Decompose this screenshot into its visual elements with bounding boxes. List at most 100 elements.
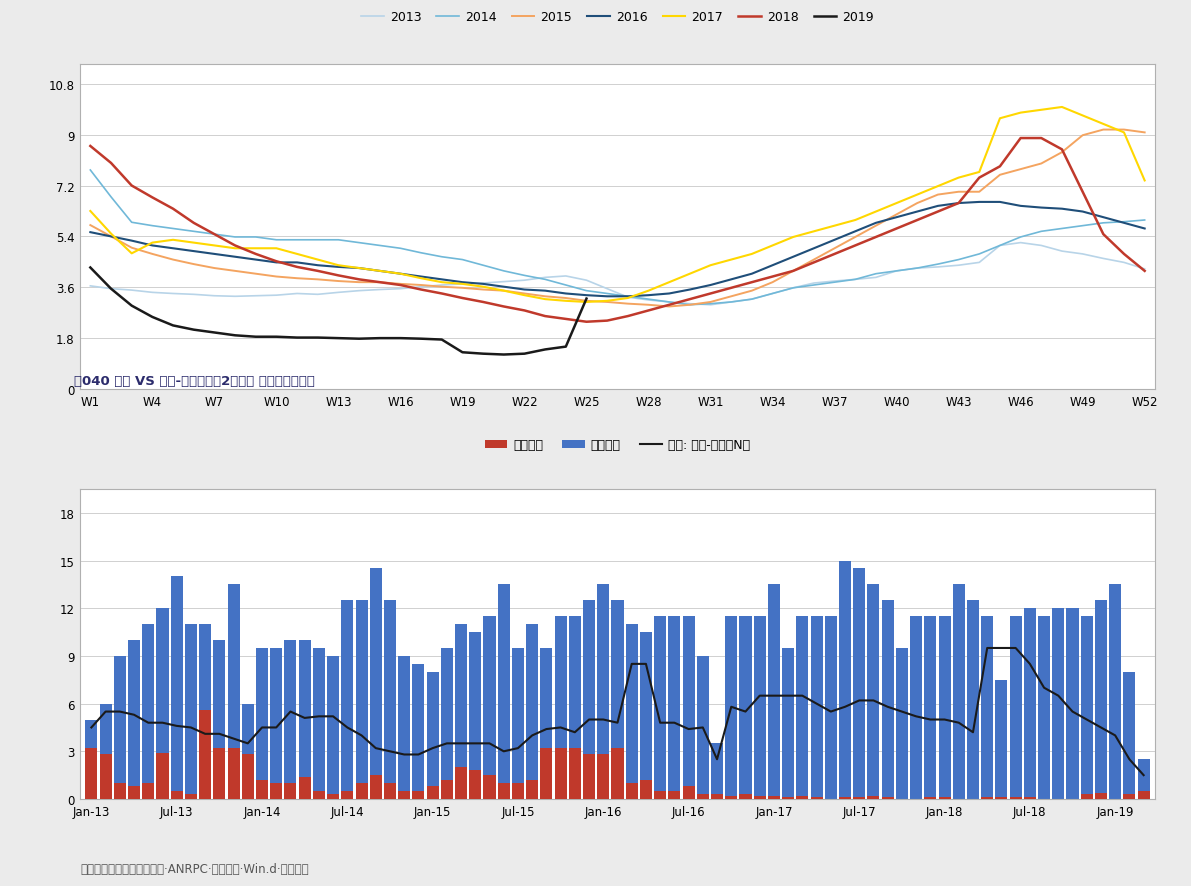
2018 bbox=[662, 300, 676, 311]
Bar bbox=[285, 783, 297, 799]
Bar bbox=[369, 775, 382, 799]
Bar bbox=[299, 641, 311, 799]
2016 bbox=[744, 269, 759, 280]
Bar bbox=[484, 775, 495, 799]
库存: 小计-期货（N）: (6, 4.6): 小计-期货（N）: (6, 4.6) bbox=[169, 720, 183, 731]
库存: 小计-期货（N）: (58, 5.2): 小计-期货（N）: (58, 5.2) bbox=[909, 711, 923, 722]
Bar bbox=[811, 797, 823, 799]
Bar bbox=[625, 625, 637, 799]
Bar bbox=[185, 795, 197, 799]
2013 bbox=[1014, 238, 1028, 249]
2018 bbox=[1137, 267, 1152, 277]
Bar bbox=[114, 783, 126, 799]
2017 bbox=[600, 296, 615, 307]
2014 bbox=[786, 284, 800, 294]
2019 bbox=[497, 350, 511, 361]
Bar bbox=[526, 780, 538, 799]
Bar bbox=[526, 625, 538, 799]
2014 bbox=[1075, 222, 1090, 232]
Bar bbox=[867, 796, 879, 799]
2014 bbox=[1137, 215, 1152, 226]
2014 bbox=[744, 294, 759, 305]
2019 bbox=[104, 284, 118, 295]
Line: 2014: 2014 bbox=[91, 171, 1145, 306]
2015 bbox=[744, 286, 759, 297]
Bar bbox=[725, 796, 737, 799]
2017 bbox=[662, 277, 676, 288]
Bar bbox=[569, 749, 581, 799]
2019 bbox=[187, 325, 201, 336]
Bar bbox=[484, 617, 495, 799]
Bar bbox=[682, 787, 694, 799]
库存: 小计-期货（N）: (63, 9.5): 小计-期货（N）: (63, 9.5) bbox=[980, 643, 994, 654]
Bar bbox=[1123, 672, 1135, 799]
Bar bbox=[384, 783, 397, 799]
2018 bbox=[744, 277, 759, 288]
Bar bbox=[156, 753, 168, 799]
2013 bbox=[166, 289, 180, 299]
Bar bbox=[1053, 609, 1065, 799]
Bar bbox=[967, 601, 979, 799]
Bar bbox=[996, 680, 1008, 799]
Bar bbox=[640, 780, 651, 799]
Bar bbox=[853, 797, 866, 799]
2017 bbox=[455, 279, 469, 290]
Bar bbox=[441, 780, 453, 799]
2013 bbox=[642, 295, 656, 306]
2016 bbox=[786, 253, 800, 263]
2013 bbox=[744, 294, 759, 305]
Bar bbox=[711, 743, 723, 799]
2013 bbox=[1137, 264, 1152, 275]
2019 bbox=[145, 312, 160, 323]
Line: 2017: 2017 bbox=[91, 108, 1145, 303]
2013 bbox=[83, 281, 98, 291]
2016 bbox=[455, 277, 469, 288]
Bar bbox=[668, 617, 680, 799]
2018 bbox=[83, 142, 98, 152]
2019 bbox=[435, 335, 449, 346]
Bar bbox=[170, 577, 182, 799]
2016 bbox=[662, 289, 676, 299]
Bar bbox=[924, 797, 936, 799]
Bar bbox=[270, 649, 282, 799]
2015 bbox=[642, 300, 656, 311]
2019 bbox=[166, 321, 180, 331]
Bar bbox=[398, 657, 410, 799]
Bar bbox=[555, 617, 567, 799]
Bar bbox=[469, 771, 481, 799]
2018 bbox=[786, 267, 800, 277]
Bar bbox=[782, 797, 794, 799]
Bar bbox=[867, 585, 879, 799]
库存: 小计-期货（N）: (56, 5.8): 小计-期货（N）: (56, 5.8) bbox=[880, 702, 894, 712]
Line: 库存: 小计-期货（N）: 库存: 小计-期货（N） bbox=[92, 649, 1143, 775]
2019 bbox=[353, 334, 367, 345]
Bar bbox=[640, 633, 651, 799]
Bar bbox=[142, 783, 155, 799]
Line: 2018: 2018 bbox=[91, 139, 1145, 323]
Bar bbox=[455, 625, 467, 799]
Bar bbox=[299, 777, 311, 799]
2017 bbox=[83, 206, 98, 217]
Bar bbox=[142, 625, 155, 799]
Legend: 2013, 2014, 2015, 2016, 2017, 2018, 2019: 2013, 2014, 2015, 2016, 2017, 2018, 2019 bbox=[356, 6, 879, 29]
Legend: 烟片进口, 中国产量, 库存: 小计-期货（N）: 烟片进口, 中国产量, 库存: 小计-期货（N） bbox=[480, 434, 755, 457]
Bar bbox=[1080, 617, 1093, 799]
Bar bbox=[782, 649, 794, 799]
Bar bbox=[754, 617, 766, 799]
2019 bbox=[579, 294, 593, 305]
Bar bbox=[398, 791, 410, 799]
2013 bbox=[455, 279, 469, 290]
2017 bbox=[1055, 103, 1070, 113]
2016 bbox=[83, 228, 98, 238]
2019 bbox=[559, 342, 573, 353]
2016 bbox=[1137, 224, 1152, 235]
Bar bbox=[697, 795, 709, 799]
Bar bbox=[1109, 585, 1121, 799]
Bar bbox=[213, 749, 225, 799]
Bar bbox=[1137, 791, 1149, 799]
Bar bbox=[100, 703, 112, 799]
Bar bbox=[1095, 793, 1106, 799]
2016 bbox=[600, 291, 615, 302]
Bar bbox=[797, 796, 809, 799]
2019 bbox=[289, 333, 304, 344]
